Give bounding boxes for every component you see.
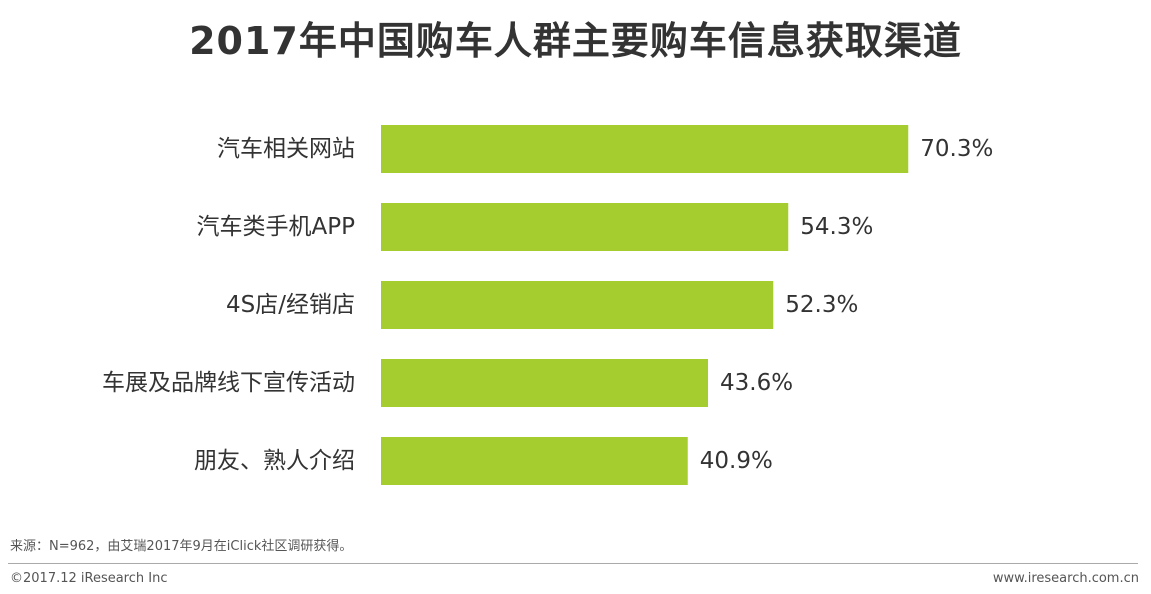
copyright-text: ©2017.12 iResearch Inc xyxy=(10,571,168,586)
bar-1 xyxy=(381,203,789,251)
source-note: 来源：N=962，由艾瑞2017年9月在iClick社区调研获得。 xyxy=(10,539,353,554)
category-label-4: 朋友、熟人介绍 xyxy=(194,448,355,474)
category-label-0: 汽车相关网站 xyxy=(217,136,355,162)
category-label-2: 4S店/经销店 xyxy=(226,292,355,318)
bar-0 xyxy=(381,125,909,173)
chart-title: 2017年中国购车人群主要购车信息获取渠道 xyxy=(189,19,962,63)
bar-3 xyxy=(381,359,708,407)
value-label-0: 70.3% xyxy=(920,136,993,162)
bar-2 xyxy=(381,281,774,329)
website-text: www.iresearch.com.cn xyxy=(992,571,1139,586)
value-label-1: 54.3% xyxy=(800,214,873,240)
bar-4 xyxy=(381,437,688,485)
footer-divider xyxy=(8,563,1138,564)
value-label-4: 40.9% xyxy=(700,448,773,474)
category-label-1: 汽车类手机APP xyxy=(197,214,356,240)
value-label-2: 52.3% xyxy=(785,292,858,318)
category-label-3: 车展及品牌线下宣传活动 xyxy=(102,370,355,396)
value-label-3: 43.6% xyxy=(720,370,793,396)
